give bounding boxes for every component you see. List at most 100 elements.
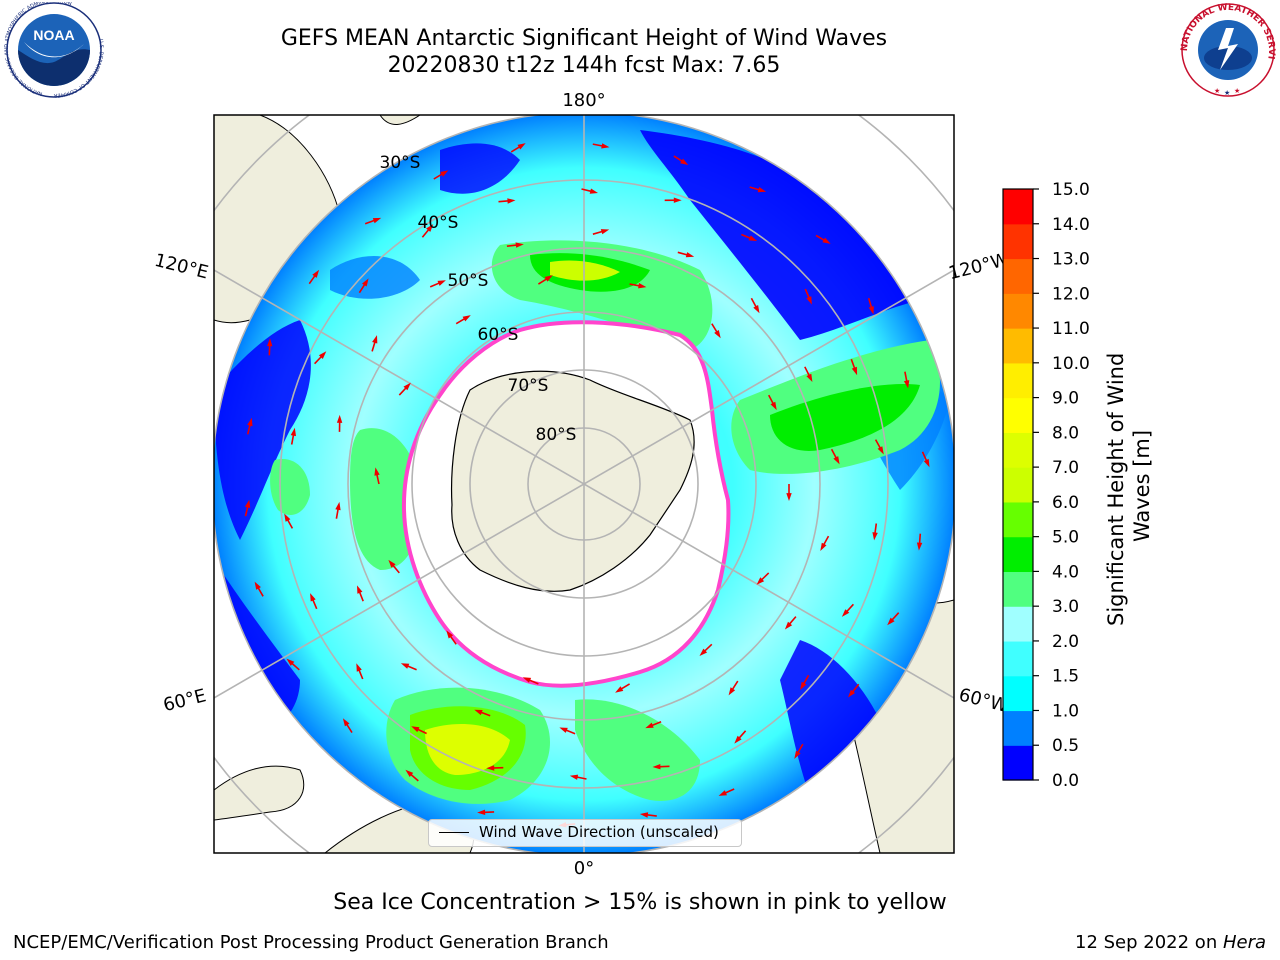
wave-direction-arrowhead (848, 689, 856, 698)
colorbar-band (1003, 223, 1033, 260)
wave-direction-arrowhead (522, 677, 532, 683)
map-legend: Wind Wave Direction (unscaled) (428, 819, 742, 847)
wave-direction-arrowhead (887, 617, 895, 626)
wave-direction-arrowhead (462, 315, 471, 322)
colorbar-tick-label: 8.0 (1052, 423, 1079, 443)
wave-direction-arrowhead (877, 446, 884, 455)
colorbar-tick-label: 6.0 (1052, 493, 1079, 513)
colorbar-tick-label: 0.5 (1052, 736, 1079, 756)
wave-direction-arrowhead (405, 769, 414, 777)
sea-ice-caption: Sea Ice Concentration > 15% is shown in … (333, 890, 947, 915)
wave-direction-arrowhead (800, 681, 807, 691)
wave-direction-arrowhead (756, 577, 765, 585)
wave-direction-arrowhead (868, 306, 874, 315)
map-frame (213, 114, 955, 854)
wave-direction-arrowhead (400, 663, 410, 669)
wave-direction-arrowhead (440, 170, 449, 177)
colorbar-tick-label: 9.0 (1052, 389, 1079, 409)
nws-logo: NATIONAL WEATHER SERVICE ★ ★ ★ (1176, 0, 1276, 97)
colorbar-band (1003, 606, 1033, 642)
wave-direction-arrowhead (267, 338, 273, 347)
wave-direction-arrowhead (426, 224, 434, 232)
colorbar-tick-label: 14.0 (1052, 215, 1090, 235)
wave-direction-arrowhead (734, 735, 742, 744)
lat-label-30s: 30°S (380, 153, 421, 173)
wave-direction-arrowhead (437, 280, 446, 286)
colorbar: 0.0 0.5 1.0 1.5 2.0 3.0 4.0 5.0 6.0 7.0 8.0 9.0 10.0… (1003, 180, 1090, 791)
wave-direction-arrowhead (714, 330, 721, 339)
colorbar-frame (1002, 188, 1034, 781)
wave-direction-arrowhead (544, 275, 553, 282)
colorbar-band (1003, 328, 1033, 364)
wave-direction-arrowhead (652, 764, 661, 770)
lat-label-50s: 50°S (448, 271, 489, 291)
lat-label-40s: 40°S (418, 213, 459, 233)
colorbar-band (1003, 536, 1033, 573)
graticule (214, 115, 954, 853)
colorbar-tick-label: 7.0 (1052, 458, 1079, 478)
wave-direction-arrowhead (318, 351, 327, 359)
colorbar-tick-label: 1.5 (1052, 667, 1079, 687)
wave-direction-arrowhead (507, 198, 516, 204)
colorbar-tick-label: 11.0 (1052, 319, 1090, 339)
wave-direction-arrowhead (784, 621, 793, 630)
lon-label-0: 0° (574, 858, 594, 879)
wave-direction-arrowhead (517, 143, 526, 150)
wave-direction-arrowhead (247, 417, 253, 427)
wave-direction-arrowhead (833, 456, 840, 465)
colorbar-tick-label: 5.0 (1052, 528, 1079, 548)
colorbar-band (1003, 640, 1033, 677)
wave-direction-arrowhead (770, 401, 777, 411)
colorbar-band (1003, 258, 1033, 294)
wave-direction-arrowhead (559, 727, 568, 733)
antarctica (401, 320, 731, 688)
wave-direction-arrowhead (601, 143, 610, 149)
colorbar-band (1003, 710, 1033, 746)
wave-direction-arrowhead (374, 467, 380, 476)
colorbar-tick-label: 10.0 (1052, 354, 1090, 374)
footer-date: 12 Sep 2022 on Hera (1075, 932, 1266, 953)
wave-direction-arrowhead (474, 709, 483, 716)
wave-direction-arrowhead (786, 493, 792, 501)
lat-label-60s: 60°S (478, 325, 519, 345)
colorbar-band (1003, 501, 1033, 538)
wave-direction-arrowhead (638, 283, 647, 289)
wave-direction-arrowhead (486, 765, 495, 771)
wave-direction-arrowhead (806, 296, 812, 305)
wave-direction-arrowhead (388, 559, 396, 568)
wave-direction-arrowhead (446, 630, 454, 639)
chart-subtitle: 20220830 t12z 144h fcst Max: 7.65 (387, 53, 781, 78)
colorbar-tick-label: 1.0 (1052, 701, 1079, 721)
colorbar-band (1003, 397, 1033, 433)
wave-direction-arrowhead (680, 158, 689, 165)
svg-text:★: ★ (1214, 87, 1220, 95)
wave-direction-arrowhead (284, 513, 291, 522)
wave-direction-arrowhead (569, 774, 579, 780)
legend-line-swatch (439, 832, 469, 833)
wave-direction-arrowhead (312, 269, 320, 278)
wave-direction-arrowhead (477, 809, 486, 815)
wave-direction-arrowhead (748, 235, 758, 241)
lon-label-120e: 120°E (152, 250, 210, 284)
wave-direction-arrowhead (820, 542, 827, 551)
wave-direction-arrowhead (310, 593, 316, 602)
wave-direction-arrowhead (290, 427, 296, 437)
wave-direction-arrowhead (357, 585, 363, 594)
colorbar-tick-label: 13.0 (1052, 250, 1090, 270)
lon-label-60e: 60°E (161, 685, 208, 716)
lon-label-180: 180° (562, 90, 605, 111)
wave-direction-arrowhead (372, 217, 382, 224)
footer-credit: NCEP/EMC/Verification Post Processing Pr… (13, 932, 609, 953)
colorbar-band (1003, 189, 1033, 225)
wave-direction-arrowhead (916, 542, 923, 551)
colorbar-tick-label: 0.0 (1052, 771, 1079, 791)
wave-direction-arrowhead (794, 750, 801, 759)
chart-title: GEFS MEAN Antarctic Significant Height o… (280, 26, 888, 51)
footer-host: Hera (1222, 932, 1266, 953)
noaa-logo-text: NOAA (33, 27, 74, 43)
wave-direction-arrowhead (851, 366, 858, 376)
wave-direction-arrowhead (356, 663, 362, 672)
wave-direction-arrowhead (903, 380, 910, 389)
wave-direction-arrowhead (515, 242, 524, 248)
